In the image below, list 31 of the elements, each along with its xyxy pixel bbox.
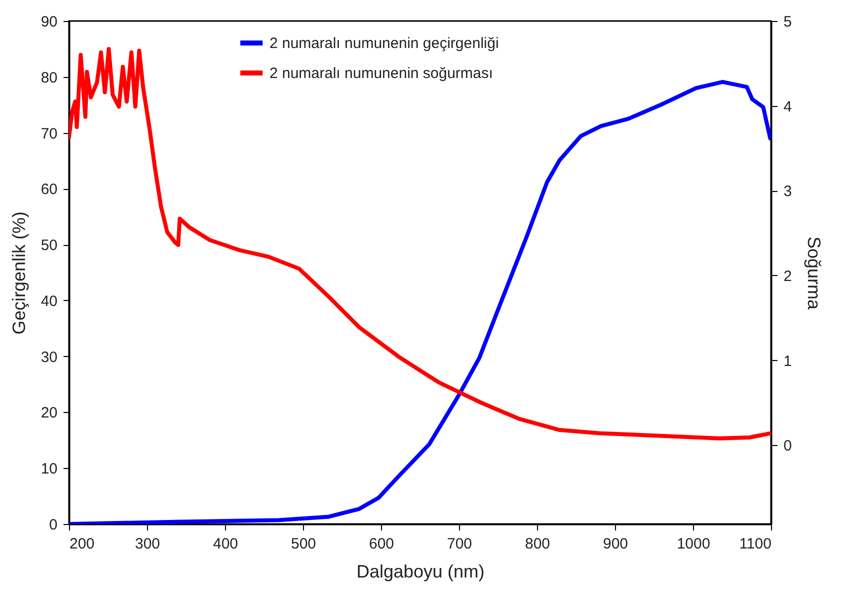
legend-label: 2 numaralı numunenin soğurması <box>269 65 493 82</box>
y2-tick-label: 2 <box>784 268 792 285</box>
x-tick-label: 900 <box>602 536 628 552</box>
y2-tick-label: 0 <box>784 438 792 455</box>
y-tick-label: 20 <box>40 404 58 422</box>
x-tick-label: 1000 <box>676 536 710 552</box>
y2-tick-label: 3 <box>784 183 792 200</box>
y2-tick-label: 5 <box>784 14 792 30</box>
x-tick-label: 700 <box>446 536 472 552</box>
y-tick-label: 30 <box>40 348 58 366</box>
y2-tick-label: 4 <box>784 98 792 116</box>
x-tick-label: 400 <box>212 536 238 552</box>
y-tick-label: 10 <box>40 460 58 478</box>
y-tick-label: 80 <box>40 69 58 86</box>
y-axis-title: Geçirgenlik (%) <box>8 211 29 335</box>
x-tick-label: 500 <box>290 536 316 552</box>
y-tick-label: 50 <box>40 237 58 254</box>
x-tick-label: 1100 <box>739 536 772 552</box>
y2-axis-title: Soğurma <box>804 236 824 311</box>
y-tick-label: 90 <box>40 14 58 30</box>
y2-tick-label: 1 <box>784 352 792 370</box>
y-tick-label: 0 <box>49 516 58 534</box>
x-tick-label: 800 <box>524 536 550 552</box>
x-tick-label: 300 <box>134 536 160 552</box>
x-axis-title: Dalgaboyu (nm) <box>356 562 485 582</box>
y-tick-label: 60 <box>40 181 58 198</box>
y-tick-label: 70 <box>40 125 58 142</box>
x-tick-label: 200 <box>70 536 95 552</box>
legend-label: 2 numaralı numunenin geçirgenliği <box>269 35 499 52</box>
y-tick-label: 40 <box>40 292 58 310</box>
x-tick-label: 600 <box>368 536 394 552</box>
